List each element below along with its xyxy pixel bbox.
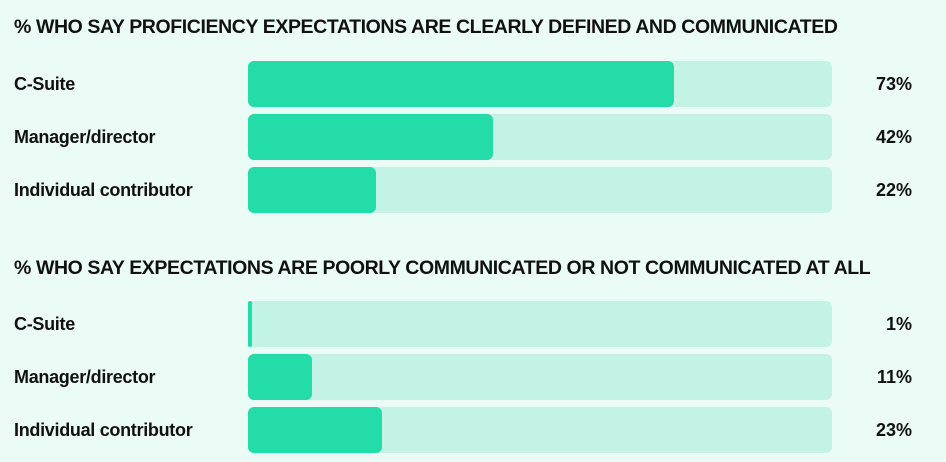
data-label: 73% [875,74,912,94]
bar-track [248,301,832,347]
bar [248,407,383,453]
data-label: 42% [875,127,912,147]
bar-row: Individual contributor 23% [0,407,946,453]
bar-track [248,354,832,400]
bar-track [248,61,832,107]
data-label: 22% [875,180,912,200]
data-label: 11% [876,367,912,387]
category-label: C-Suite [14,74,75,94]
bar [248,114,494,160]
category-label: Individual contributor [14,180,193,200]
chart-title: % WHO SAY PROFICIENCY EXPECTATIONS ARE C… [14,16,838,38]
category-label: C-Suite [14,314,75,334]
bar [248,61,675,107]
bar-row: C-Suite 73% [0,61,946,107]
bar [248,167,377,213]
bar [248,301,252,347]
bar-track [248,407,832,453]
chart-title: % WHO SAY EXPECTATIONS ARE POORLY COMMUN… [14,257,871,279]
category-label: Manager/director [14,367,156,387]
bar-row: Individual contributor 22% [0,167,946,213]
data-label: 1% [885,314,912,334]
bar-row: C-Suite 1% [0,301,946,347]
bar [248,354,313,400]
bar-row: Manager/director 11% [0,354,946,400]
bar-track [248,167,832,213]
category-label: Manager/director [14,127,156,147]
bar-row: Manager/director 42% [0,114,946,160]
category-label: Individual contributor [14,420,193,440]
bar-track [248,114,832,160]
data-label: 23% [875,420,912,440]
